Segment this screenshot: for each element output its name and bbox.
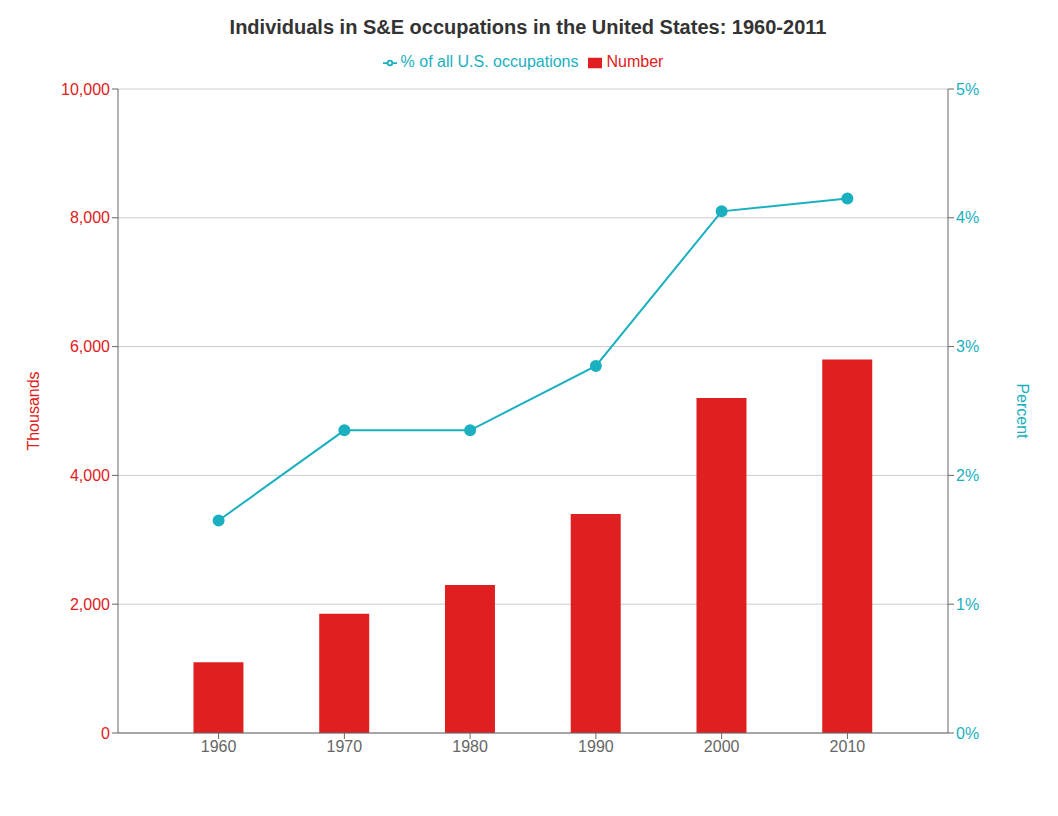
svg-text:6,000: 6,000 [70,338,110,355]
svg-text:2010: 2010 [830,738,866,755]
svg-text:1990: 1990 [578,738,614,755]
svg-text:0: 0 [101,725,110,742]
svg-text:8,000: 8,000 [70,209,110,226]
html-text:Individuals in S&E occupations: Individuals in S&E occupations in the Un… [229,16,827,38]
html-text:% of all U.S. occupations: % of all U.S. occupations [400,53,579,70]
svg-text:1%: 1% [956,596,979,613]
svg-text:0%: 0% [956,725,979,742]
svg-text:5%: 5% [956,81,979,98]
svg-text:1960: 1960 [201,738,237,755]
svg-text:2,000: 2,000 [70,596,110,613]
svg-text:3%: 3% [956,338,979,355]
svg-text:1980: 1980 [452,738,488,755]
svg-text:Thousands: Thousands [25,371,42,450]
svg-text:1970: 1970 [327,738,363,755]
svg-text:4,000: 4,000 [70,467,110,484]
svg-text:2%: 2% [956,467,979,484]
html-text:Number: Number [606,53,664,70]
svg-text:2000: 2000 [704,738,740,755]
svg-text:Percent: Percent [1014,383,1031,439]
svg-text:10,000: 10,000 [61,81,110,98]
svg-text:4%: 4% [956,209,979,226]
